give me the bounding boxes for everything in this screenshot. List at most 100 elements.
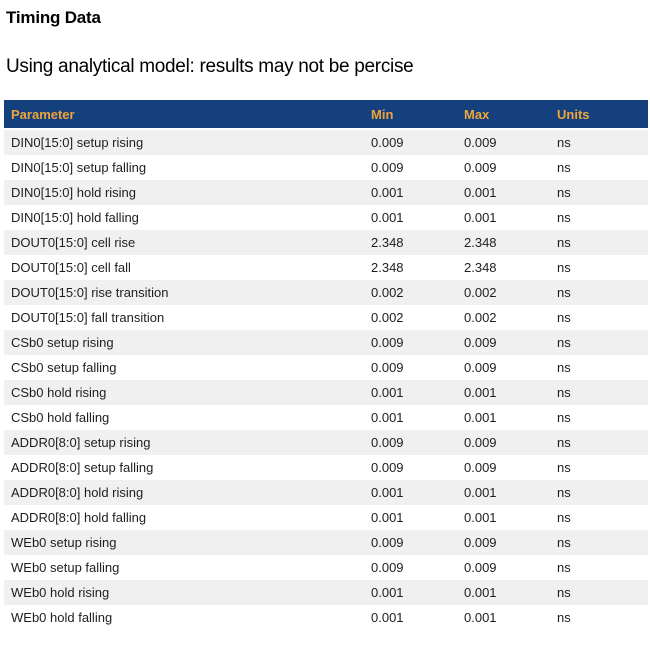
cell-parameter: DOUT0[15:0] cell rise [11,235,136,250]
cell-units: ns [557,585,571,600]
cell-min: 0.001 [371,510,404,525]
table-row: CSb0 hold rising 0.001 0.001 ns [4,380,648,405]
cell-max: 0.009 [464,535,497,550]
page-subtitle: Using analytical model: results may not … [6,56,414,77]
cell-parameter: ADDR0[8:0] hold falling [11,510,147,525]
table-row: WEb0 setup falling 0.009 0.009 ns [4,555,648,580]
cell-parameter: DIN0[15:0] setup falling [11,160,147,175]
cell-parameter: CSb0 hold rising [11,385,107,400]
cell-units: ns [557,610,571,625]
table-row: DOUT0[15:0] cell rise 2.348 2.348 ns [4,230,648,255]
cell-parameter: DOUT0[15:0] cell fall [11,260,131,275]
cell-min: 0.009 [371,460,404,475]
cell-units: ns [557,185,571,200]
timing-table-body: DIN0[15:0] setup rising 0.009 0.009 ns DIN0[… [4,129,648,630]
cell-units: ns [557,360,571,375]
cell-units: ns [557,160,571,175]
cell-min: 0.001 [371,610,404,625]
cell-units: ns [557,310,571,325]
timing-report: Timing Data Using analytical model: resu… [4,8,648,630]
cell-min: 0.009 [371,560,404,575]
cell-min: 0.009 [371,335,404,350]
cell-max: 2.348 [464,260,497,275]
table-row: DOUT0[15:0] fall transition 0.002 0.002 ns [4,305,648,330]
cell-units: ns [557,510,571,525]
column-header-parameter: Parameter [4,100,364,130]
cell-max: 0.001 [464,585,497,600]
cell-min: 0.001 [371,485,404,500]
table-row: DIN0[15:0] setup rising 0.009 0.009 ns [4,129,648,155]
cell-min: 2.348 [371,235,404,250]
cell-min: 0.009 [371,435,404,450]
cell-max: 0.009 [464,135,497,150]
table-row: ADDR0[8:0] setup falling 0.009 0.009 ns [4,455,648,480]
cell-max: 2.348 [464,235,497,250]
cell-min: 0.001 [371,185,404,200]
cell-units: ns [557,285,571,300]
cell-min: 0.001 [371,385,404,400]
cell-parameter: DIN0[15:0] hold falling [11,210,139,225]
table-header-row: Parameter Min Max Units [4,100,648,130]
cell-parameter: DIN0[15:0] hold rising [11,185,137,200]
table-row: DIN0[15:0] hold falling 0.001 0.001 ns [4,205,648,230]
cell-parameter: ADDR0[8:0] setup falling [11,460,154,475]
cell-max: 0.001 [464,385,497,400]
cell-min: 0.002 [371,285,404,300]
cell-parameter: DIN0[15:0] setup rising [11,135,144,150]
cell-parameter: WEb0 hold falling [11,610,113,625]
cell-parameter: DOUT0[15:0] fall transition [11,310,165,325]
table-row: CSb0 hold falling 0.001 0.001 ns [4,405,648,430]
column-header-max: Max [457,100,550,130]
cell-parameter: WEb0 setup falling [11,560,120,575]
cell-units: ns [557,410,571,425]
cell-parameter: CSb0 setup rising [11,335,114,350]
cell-units: ns [557,135,571,150]
table-row: WEb0 hold falling 0.001 0.001 ns [4,605,648,630]
cell-parameter: WEb0 hold rising [11,585,110,600]
cell-max: 0.009 [464,360,497,375]
cell-max: 0.009 [464,435,497,450]
cell-units: ns [557,560,571,575]
cell-max: 0.001 [464,485,497,500]
cell-min: 2.348 [371,260,404,275]
cell-units: ns [557,435,571,450]
cell-units: ns [557,535,571,550]
cell-min: 0.009 [371,535,404,550]
cell-max: 0.009 [464,335,497,350]
cell-max: 0.001 [464,610,497,625]
cell-units: ns [557,485,571,500]
table-row: CSb0 setup rising 0.009 0.009 ns [4,330,648,355]
timing-table: Parameter Min Max Units DIN0[15:0] setup… [4,100,648,630]
cell-max: 0.001 [464,410,497,425]
cell-min: 0.001 [371,585,404,600]
table-row: ADDR0[8:0] setup rising 0.009 0.009 ns [4,430,648,455]
table-row: ADDR0[8:0] hold falling 0.001 0.001 ns [4,505,648,530]
table-row: DIN0[15:0] hold rising 0.001 0.001 ns [4,180,648,205]
cell-max: 0.001 [464,510,497,525]
cell-max: 0.001 [464,185,497,200]
cell-parameter: CSb0 setup falling [11,360,117,375]
table-row: WEb0 setup rising 0.009 0.009 ns [4,530,648,555]
cell-units: ns [557,235,571,250]
page-title: Timing Data [6,8,101,27]
table-row: ADDR0[8:0] hold rising 0.001 0.001 ns [4,480,648,505]
cell-min: 0.002 [371,310,404,325]
cell-min: 0.009 [371,160,404,175]
cell-parameter: DOUT0[15:0] rise transition [11,285,169,300]
table-row: DIN0[15:0] setup falling 0.009 0.009 ns [4,155,648,180]
cell-units: ns [557,335,571,350]
cell-parameter: ADDR0[8:0] setup rising [11,435,151,450]
cell-parameter: WEb0 setup rising [11,535,117,550]
cell-units: ns [557,385,571,400]
cell-max: 0.002 [464,285,497,300]
cell-min: 0.009 [371,135,404,150]
cell-max: 0.002 [464,310,497,325]
cell-parameter: CSb0 hold falling [11,410,110,425]
cell-min: 0.001 [371,410,404,425]
cell-max: 0.009 [464,160,497,175]
table-row: DOUT0[15:0] cell fall 2.348 2.348 ns [4,255,648,280]
cell-units: ns [557,260,571,275]
table-row: DOUT0[15:0] rise transition 0.002 0.002 ns [4,280,648,305]
cell-min: 0.001 [371,210,404,225]
cell-parameter: ADDR0[8:0] hold rising [11,485,144,500]
